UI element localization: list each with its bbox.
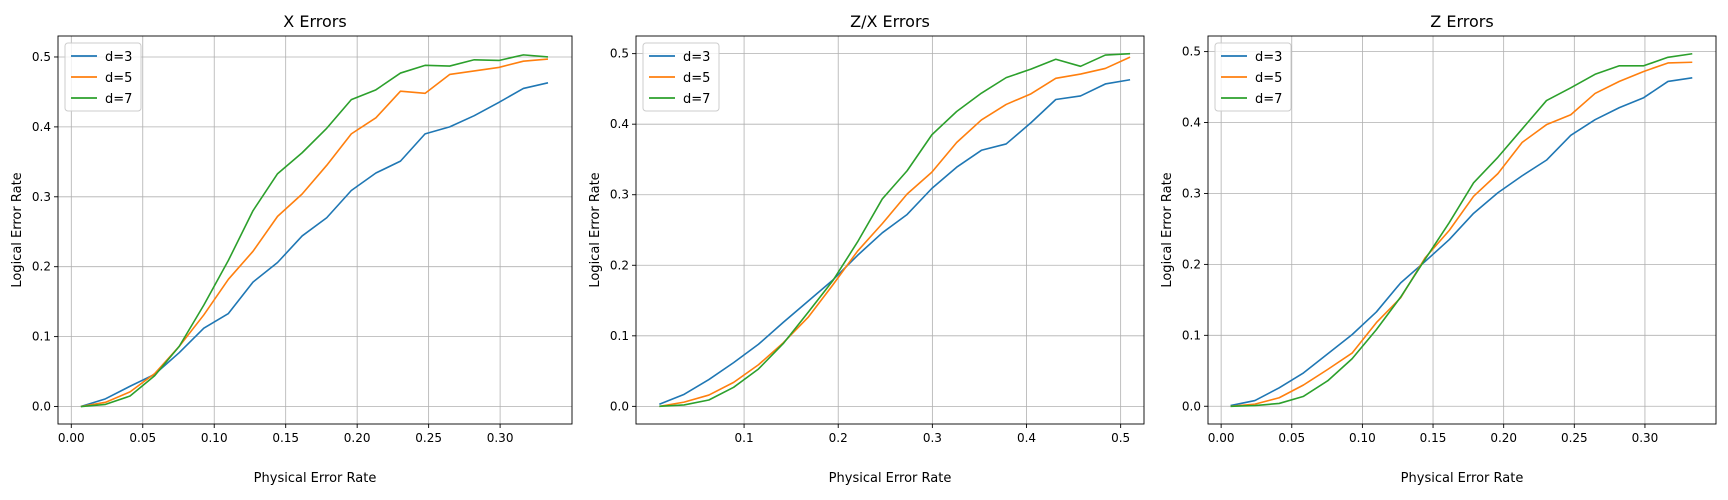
y-tick-label: 0.3 xyxy=(610,188,629,202)
legend-label: d=7 xyxy=(105,92,132,107)
series-line-d7 xyxy=(1230,52,1693,408)
x-tick-label: 0.30 xyxy=(487,431,514,445)
y-tick-label: 0.5 xyxy=(1182,45,1201,59)
y-tick-label: 0.1 xyxy=(610,329,629,343)
legend-box xyxy=(642,42,720,112)
y-tick-label: 0.3 xyxy=(1182,186,1201,200)
x-tick-label: 0.20 xyxy=(1490,431,1517,445)
y-tick-label: 0.0 xyxy=(1182,399,1201,413)
series-line-d5 xyxy=(1230,61,1693,408)
chart-panel-1: 0.00 0.05 0.10 0.15 0.20 0.25 0.30 0.0 0.1 0.2 0.3… xyxy=(10,12,573,486)
y-tick-label: 0.5 xyxy=(610,47,629,61)
y-tick-label: 0.0 xyxy=(32,400,51,414)
x-tick-label: 0.05 xyxy=(1278,431,1305,445)
grid xyxy=(58,36,572,424)
y-axis-label: Logical Error Rate xyxy=(10,172,25,287)
legend-label: d=5 xyxy=(1255,71,1282,86)
chart-title: Z Errors xyxy=(1430,12,1493,31)
x-tick-label: 0.10 xyxy=(1349,431,1376,445)
series-line-d5 xyxy=(80,58,549,408)
series-line-d3 xyxy=(1230,77,1693,407)
x-tick-label: 0.05 xyxy=(129,431,156,445)
x-tick-label: 0.00 xyxy=(1208,431,1235,445)
legend-box xyxy=(64,42,142,112)
series-line-d7 xyxy=(659,52,1131,408)
chart-title: Z/X Errors xyxy=(850,12,930,31)
y-tick-label: 0.4 xyxy=(610,117,629,131)
series-line-d3 xyxy=(659,78,1131,405)
legend-label: d=7 xyxy=(1255,92,1282,107)
legend-label: d=5 xyxy=(683,71,710,86)
x-tick-label: 0.00 xyxy=(58,431,85,445)
y-tick-label: 0.2 xyxy=(32,260,51,274)
x-tick-label: 0.2 xyxy=(829,431,848,445)
legend-box xyxy=(1214,42,1292,112)
grid xyxy=(636,36,1144,424)
grid xyxy=(1208,36,1716,424)
y-axis-label: Logical Error Rate xyxy=(588,172,603,287)
x-tick-label: 0.3 xyxy=(923,431,942,445)
y-tick-label: 0.5 xyxy=(32,50,51,64)
x-tick-label: 0.5 xyxy=(1111,431,1130,445)
x-tick-label: 0.30 xyxy=(1632,431,1659,445)
x-axis-label: Physical Error Rate xyxy=(829,471,952,486)
y-tick-label: 0.0 xyxy=(610,399,629,413)
chart-title: X Errors xyxy=(283,12,346,31)
legend-label: d=3 xyxy=(105,50,132,65)
series-line-d7 xyxy=(80,54,549,408)
legend-label: d=3 xyxy=(1255,50,1282,65)
x-tick-label: 0.15 xyxy=(1420,431,1447,445)
x-tick-label: 0.4 xyxy=(1017,431,1036,445)
y-tick-label: 0.1 xyxy=(32,330,51,344)
y-tick-label: 0.1 xyxy=(1182,328,1201,342)
x-tick-label: 0.10 xyxy=(201,431,228,445)
y-axis-label: Logical Error Rate xyxy=(1160,172,1175,287)
y-tick-label: 0.2 xyxy=(610,258,629,272)
series-line-d5 xyxy=(659,56,1131,408)
chart-panel-2: 0.1 0.2 0.3 0.4 0.5 0.0 0.1 0.2 0.3 0.4 0.5 Z/X Err… xyxy=(588,12,1145,486)
legend-label: d=3 xyxy=(683,50,710,65)
y-tick-label: 0.2 xyxy=(1182,257,1201,271)
legend: d=3 d=5 d=7 xyxy=(642,42,720,112)
legend: d=3 d=5 d=7 xyxy=(1214,42,1292,112)
chart-panel-3: 0.00 0.05 0.10 0.15 0.20 0.25 0.30 0.0 0.1 0.2 0.3… xyxy=(1160,12,1717,486)
axes-frame xyxy=(57,35,573,425)
series-line-d3 xyxy=(80,82,549,408)
y-tick-label: 0.4 xyxy=(32,120,51,134)
legend-label: d=7 xyxy=(683,92,710,107)
x-tick-label: 0.15 xyxy=(272,431,299,445)
x-tick-label: 0.20 xyxy=(344,431,371,445)
y-tick-label: 0.3 xyxy=(32,190,51,204)
x-tick-label: 0.25 xyxy=(1561,431,1588,445)
axes-frame xyxy=(1207,35,1717,425)
x-axis-label: Physical Error Rate xyxy=(1401,471,1524,486)
legend: d=3 d=5 d=7 xyxy=(64,42,142,112)
axes-frame xyxy=(635,35,1145,425)
x-tick-label: 0.1 xyxy=(735,431,754,445)
y-tick-label: 0.4 xyxy=(1182,116,1201,130)
legend-label: d=5 xyxy=(105,71,132,86)
x-tick-label: 0.25 xyxy=(415,431,442,445)
x-axis-label: Physical Error Rate xyxy=(254,471,377,486)
